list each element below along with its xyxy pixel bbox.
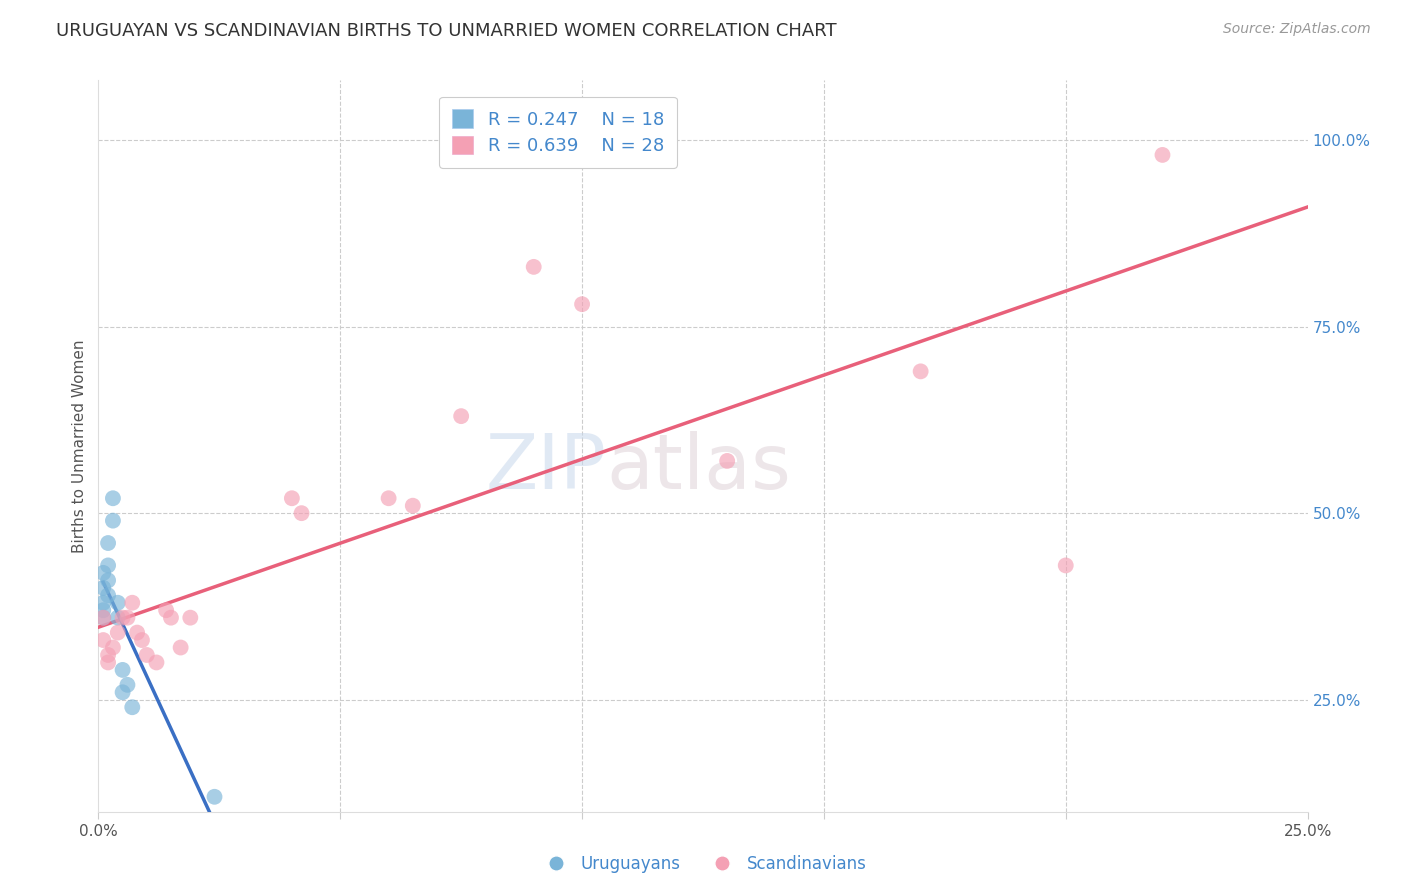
Point — [91, 596, 114, 610]
Point — [101, 491, 124, 506]
Point — [281, 491, 304, 506]
Point — [91, 566, 114, 580]
Point — [101, 514, 124, 528]
Point — [1152, 148, 1174, 162]
Point — [571, 297, 593, 311]
Point — [117, 610, 139, 624]
Point — [107, 610, 129, 624]
Point — [450, 409, 472, 424]
Point — [131, 633, 153, 648]
Point — [91, 581, 114, 595]
Point — [910, 364, 932, 378]
Point — [97, 588, 120, 602]
Point — [145, 656, 167, 670]
Point — [402, 499, 425, 513]
Text: URUGUAYAN VS SCANDINAVIAN BIRTHS TO UNMARRIED WOMEN CORRELATION CHART: URUGUAYAN VS SCANDINAVIAN BIRTHS TO UNMA… — [56, 22, 837, 40]
Point — [111, 610, 134, 624]
Text: ZIP: ZIP — [485, 431, 606, 505]
Text: Source: ZipAtlas.com: Source: ZipAtlas.com — [1223, 22, 1371, 37]
Point — [523, 260, 546, 274]
Point — [135, 648, 157, 662]
Point — [155, 603, 177, 617]
Point — [97, 536, 120, 550]
Point — [377, 491, 399, 506]
Point — [716, 454, 738, 468]
Point — [97, 656, 120, 670]
Point — [111, 685, 134, 699]
Y-axis label: Births to Unmarried Women: Births to Unmarried Women — [72, 339, 87, 553]
Point — [107, 596, 129, 610]
Point — [107, 625, 129, 640]
Point — [290, 506, 312, 520]
Point — [111, 663, 134, 677]
Point — [91, 610, 114, 624]
Point — [179, 610, 201, 624]
Text: atlas: atlas — [606, 431, 792, 505]
Legend: R = 0.247    N = 18, R = 0.639    N = 28: R = 0.247 N = 18, R = 0.639 N = 28 — [439, 96, 676, 168]
Point — [160, 610, 183, 624]
Point — [91, 633, 114, 648]
Point — [97, 558, 120, 573]
Point — [117, 678, 139, 692]
Point — [121, 700, 143, 714]
Point — [169, 640, 191, 655]
Point — [101, 640, 124, 655]
Point — [91, 603, 114, 617]
Point — [204, 789, 226, 804]
Point — [97, 574, 120, 588]
Point — [121, 596, 143, 610]
Legend: Uruguayans, Scandinavians: Uruguayans, Scandinavians — [533, 848, 873, 880]
Point — [1054, 558, 1077, 573]
Point — [127, 625, 149, 640]
Point — [91, 610, 114, 624]
Point — [97, 648, 120, 662]
